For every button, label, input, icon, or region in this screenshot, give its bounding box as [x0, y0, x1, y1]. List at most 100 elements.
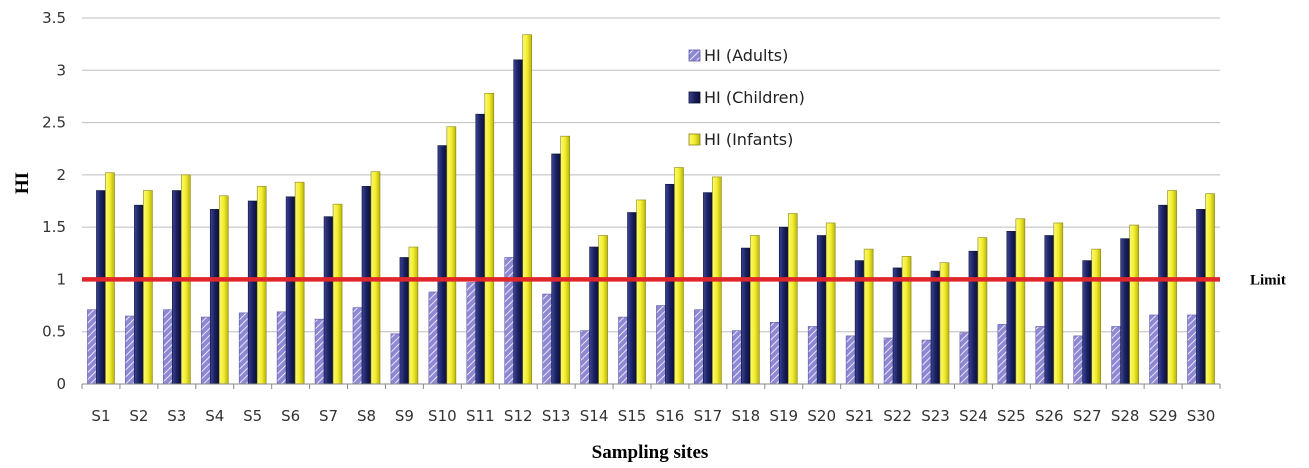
bar-hi-children-s14 [589, 246, 599, 385]
legend-swatch [688, 49, 701, 62]
bar-hi-infants-s19 [787, 213, 798, 385]
bar-hi-children-s2 [134, 204, 144, 385]
bar-hi-adults-s30 [1187, 314, 1197, 385]
y-tick-label: 1.5 [42, 218, 66, 236]
x-axis-ticks: S1 S2 S3 S4 S5 S6 S7 S8 S9 S10 S11 S12 S13 S14 S15 S16 S… [91, 407, 1215, 425]
x-tick-label: S27 [1073, 407, 1102, 425]
bar-hi-children-s13 [551, 153, 561, 385]
bar-hi-adults-s29 [1149, 314, 1159, 385]
bar-hi-adults-s23 [921, 339, 932, 385]
bar-hi-infants-s16 [674, 167, 684, 385]
bar-hi-adults-s19 [769, 322, 780, 385]
x-axis [81, 383, 1221, 389]
bar-hi-adults-s2 [125, 315, 135, 385]
bar-hi-children-s18 [741, 247, 751, 385]
bar-hi-children-s11 [475, 113, 486, 385]
bar-hi-adults-s13 [542, 293, 552, 385]
bar-hi-adults-s8 [352, 307, 363, 385]
bar-hi-adults-s4 [200, 316, 211, 385]
legend-label: HI (Adults) [704, 46, 788, 65]
x-tick-label: S18 [732, 407, 761, 425]
limit-label: Limit [1250, 272, 1286, 288]
x-tick-label: S1 [91, 407, 110, 425]
bar-hi-children-s17 [703, 192, 713, 385]
bar-hi-adults-s17 [694, 309, 704, 385]
y-tick-label: 0.5 [42, 323, 66, 341]
bar-hi-adults-s10 [428, 291, 439, 385]
bar-hi-infants-s5 [256, 186, 267, 385]
bar-hi-children-s9 [399, 257, 410, 385]
x-tick-label: S10 [428, 407, 457, 425]
bar-hi-children-s25 [1006, 231, 1017, 385]
x-tick-label: S30 [1187, 407, 1216, 425]
bar-hi-adults-s15 [618, 316, 628, 385]
bar-hi-children-s29 [1158, 204, 1168, 385]
bar-hi-infants-s13 [560, 135, 570, 385]
bar-hi-adults-s25 [997, 324, 1008, 385]
bar-hi-adults-s18 [732, 330, 742, 385]
bar-hi-adults-s11 [466, 282, 477, 385]
bar-hi-infants-s22 [901, 256, 912, 385]
legend-label: HI (Infants) [704, 130, 793, 149]
x-tick-label: S9 [395, 407, 414, 425]
x-tick-label: S17 [694, 407, 723, 425]
x-tick-label: S3 [167, 407, 186, 425]
y-tick-label: 3 [56, 61, 66, 79]
x-tick-label: S11 [466, 407, 495, 425]
bar-hi-children-s28 [1120, 238, 1130, 385]
x-tick-label: S15 [618, 407, 647, 425]
y-axis-ticks: 0 0.5 1 1.5 2 2.5 3 3.5 [42, 9, 66, 393]
bar-hi-children-s10 [437, 145, 448, 385]
bar-hi-children-s26 [1044, 235, 1055, 385]
bar-hi-infants-s12 [522, 34, 533, 385]
bar-hi-children-s12 [513, 59, 524, 385]
y-tick-label: 1 [56, 270, 66, 288]
x-tick-label: S16 [656, 407, 685, 425]
legend-swatch [688, 91, 701, 104]
x-tick-label: S19 [769, 407, 798, 425]
bar-hi-adults-s27 [1073, 335, 1084, 385]
legend-swatch [688, 133, 701, 146]
bar-hi-infants-s24 [977, 237, 988, 385]
bar-hi-adults-s3 [163, 309, 173, 385]
bar-hi-infants-s7 [332, 203, 343, 385]
bar-hi-infants-s10 [446, 126, 457, 385]
bar-hi-infants-s27 [1091, 248, 1102, 385]
x-tick-label: S7 [319, 407, 338, 425]
x-tick-label: S29 [1149, 407, 1178, 425]
x-tick-label: S13 [542, 407, 571, 425]
bar-hi-adults-s26 [1035, 326, 1046, 385]
limit-line-group: Limit [82, 272, 1286, 288]
bar-hi-adults-s12 [504, 257, 515, 385]
y-tick-label: 3.5 [42, 9, 66, 27]
bar-hi-children-s1 [96, 190, 106, 385]
bar-hi-children-s20 [816, 235, 827, 385]
bar-hi-adults-s21 [845, 335, 856, 385]
bar-hi-children-s3 [172, 190, 182, 385]
x-tick-label: S26 [1035, 407, 1064, 425]
bar-hi-children-s15 [627, 212, 637, 385]
bar-hi-infants-s20 [825, 222, 836, 385]
bar-hi-infants-s21 [863, 248, 874, 385]
x-tick-label: S20 [807, 407, 836, 425]
bar-hi-adults-s22 [883, 337, 894, 385]
bar-hi-infants-s11 [484, 92, 495, 385]
x-tick-label: S8 [357, 407, 376, 425]
x-tick-label: S24 [959, 407, 988, 425]
bar-hi-infants-s9 [408, 246, 419, 385]
legend-label: HI (Children) [704, 88, 805, 107]
x-axis-title: Sampling sites [592, 442, 709, 463]
x-tick-label: S4 [205, 407, 224, 425]
bar-hi-infants-s25 [1015, 218, 1026, 385]
bar-hi-children-s16 [665, 183, 675, 385]
bar-hi-adults-s20 [807, 326, 818, 385]
x-tick-label: S22 [883, 407, 912, 425]
bar-hi-adults-s28 [1111, 326, 1121, 385]
x-tick-label: S25 [997, 407, 1026, 425]
legend: HI (Adults) HI (Children) HI (Infants) [688, 46, 805, 149]
x-tick-label: S6 [281, 407, 300, 425]
bar-hi-infants-s26 [1053, 222, 1064, 385]
bar-hi-children-s22 [892, 267, 903, 385]
bar-hi-children-s5 [247, 200, 258, 385]
